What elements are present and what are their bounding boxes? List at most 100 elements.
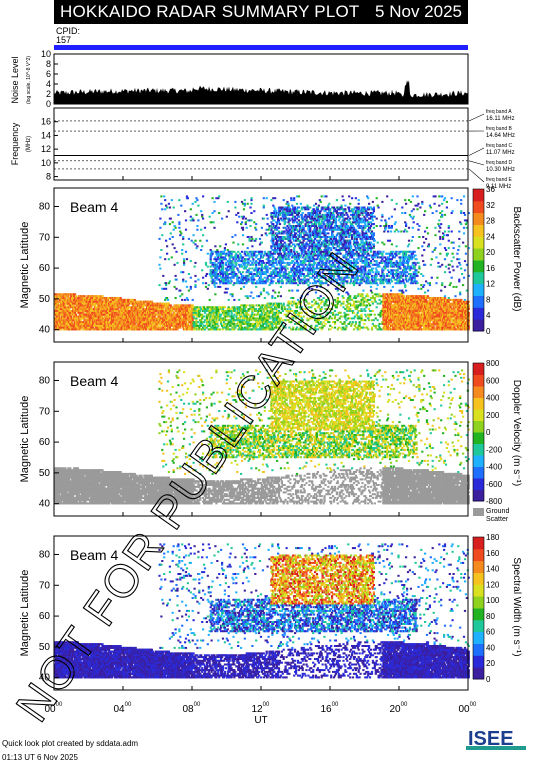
radar-cell xyxy=(179,295,181,297)
radar-cell xyxy=(210,271,212,273)
radar-cell xyxy=(307,260,309,262)
radar-cell xyxy=(127,308,129,310)
radar-cell xyxy=(165,284,167,286)
radar-cell xyxy=(278,212,280,214)
radar-cell xyxy=(190,277,192,279)
radar-cell xyxy=(178,227,180,229)
radar-cell xyxy=(231,262,233,264)
radar-cell xyxy=(270,229,272,231)
radar-cell xyxy=(223,279,225,281)
radar-cell xyxy=(245,268,247,270)
radar-cell xyxy=(210,319,212,321)
radar-cell xyxy=(275,269,277,271)
radar-cell xyxy=(298,258,300,260)
radar-cell xyxy=(258,268,260,270)
radar-cell xyxy=(263,197,265,199)
radar-cell xyxy=(249,219,251,221)
radar-cell xyxy=(306,205,308,207)
radar-cell xyxy=(269,304,271,306)
radar-cell xyxy=(246,312,248,314)
radar-cell xyxy=(246,321,248,323)
radar-cell xyxy=(309,231,311,233)
radar-cell xyxy=(222,262,224,264)
radar-cell xyxy=(216,264,218,266)
radar-cell xyxy=(262,328,264,330)
radar-cell xyxy=(159,218,161,220)
radar-cell xyxy=(110,299,112,301)
radar-cell xyxy=(206,240,208,242)
radar-cell xyxy=(238,277,240,279)
radar-cell xyxy=(88,316,90,318)
radar-cell xyxy=(269,251,271,253)
noise-ytick-label: 10 xyxy=(41,49,51,59)
radar-cell xyxy=(184,210,186,212)
radar-cell xyxy=(220,266,222,268)
radar-cell xyxy=(240,255,242,257)
radar-cell xyxy=(230,308,232,310)
radar-cell xyxy=(300,242,302,244)
radar-cell xyxy=(164,299,166,301)
radar-cell xyxy=(313,245,315,247)
radar-cell xyxy=(256,251,258,253)
radar-cell xyxy=(92,312,94,314)
radar-cell xyxy=(275,225,277,227)
radar-cell xyxy=(217,273,219,275)
radar-cell xyxy=(212,306,214,308)
radar-cell xyxy=(287,277,289,279)
radar-cell xyxy=(231,295,233,297)
radar-cell xyxy=(309,218,311,220)
radar-cell xyxy=(212,251,214,253)
radar-cell xyxy=(222,327,224,329)
radar-cell xyxy=(285,275,287,277)
radar-cell xyxy=(204,308,206,310)
radar-cell xyxy=(217,286,219,288)
radar-cell xyxy=(256,328,258,330)
radar-cell xyxy=(293,282,295,284)
radar-cell xyxy=(215,312,217,314)
radar-cell xyxy=(83,312,85,314)
radar-cell xyxy=(157,327,159,329)
radar-cell xyxy=(212,264,214,266)
radar-cell xyxy=(226,273,228,275)
radar-cell xyxy=(186,258,188,260)
radar-cell xyxy=(275,214,277,216)
radar-cell xyxy=(261,264,263,266)
radar-cell xyxy=(194,266,196,268)
radar-cell xyxy=(252,264,254,266)
radar-cell xyxy=(228,251,230,253)
radar-cell xyxy=(304,253,306,255)
radar-cell xyxy=(228,264,230,266)
radar-cell xyxy=(209,273,211,275)
radar-cell xyxy=(232,317,234,319)
radar-cell xyxy=(274,229,276,231)
radar-cell xyxy=(212,275,214,277)
radar-cell xyxy=(293,210,295,212)
radar-cell xyxy=(232,316,234,318)
radar-cell xyxy=(243,317,245,319)
radar-cell xyxy=(262,260,264,262)
radar-cell xyxy=(222,328,224,330)
radar-cell xyxy=(296,195,298,197)
radar-cell xyxy=(304,207,306,209)
radar-cell xyxy=(182,323,184,325)
radar-cell xyxy=(282,243,284,245)
radar-cell xyxy=(282,236,284,238)
radar-cell xyxy=(222,256,224,258)
radar-cell xyxy=(279,236,281,238)
radar-cell xyxy=(299,227,301,229)
radar-cell xyxy=(254,227,256,229)
radar-cell xyxy=(126,328,128,330)
radar-cell xyxy=(97,301,99,303)
radar-cell xyxy=(315,231,317,233)
radar-cell xyxy=(190,219,192,221)
radar-cell xyxy=(112,308,114,310)
radar-cell xyxy=(314,243,316,245)
radar-cell xyxy=(214,245,216,247)
radar-cell xyxy=(293,256,295,258)
radar-cell xyxy=(296,208,298,210)
radar-cell xyxy=(231,271,233,273)
radar-cell xyxy=(189,306,191,308)
radar-cell xyxy=(272,256,274,258)
radar-cell xyxy=(249,268,251,270)
radar-cell xyxy=(266,197,268,199)
